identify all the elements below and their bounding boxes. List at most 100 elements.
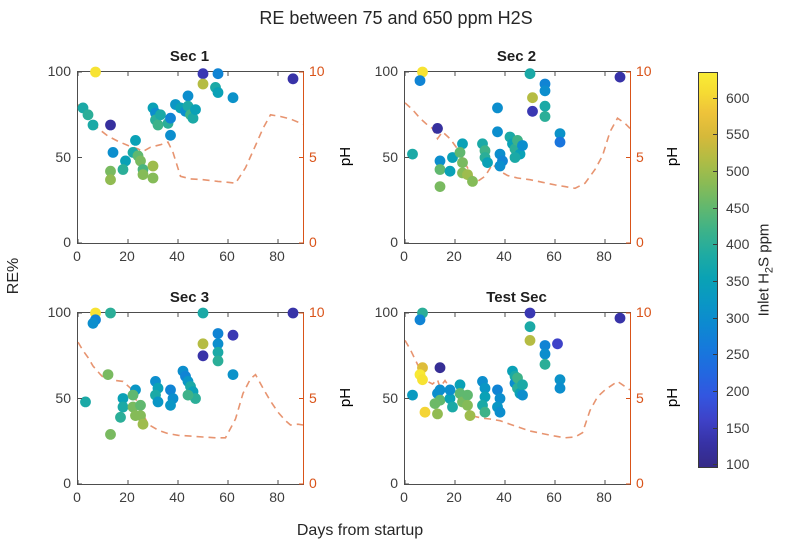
- scatter-point: [105, 174, 116, 186]
- scatter-point: [212, 68, 224, 80]
- scatter-point: [444, 165, 456, 177]
- scatter-point: [227, 329, 239, 341]
- scatter-point: [190, 104, 201, 115]
- scatter-point: [539, 348, 551, 360]
- subplot-title-sec-3: Sec 3: [169, 289, 210, 306]
- scatter-point: [554, 128, 566, 139]
- colorbar-tick-label: 400: [726, 236, 750, 252]
- x-tick-label: 40: [169, 489, 185, 505]
- x-tick-label: 60: [219, 248, 235, 264]
- figure-title: RE between 75 and 650 ppm H2S: [259, 8, 533, 28]
- colorbar: [698, 72, 718, 468]
- scatter-point: [554, 382, 566, 394]
- scatter-point: [147, 160, 159, 172]
- colorbar-tick-mark: [713, 281, 717, 282]
- scatter-point: [105, 307, 116, 319]
- colorbar-gradient: [699, 73, 717, 467]
- scatter-point: [165, 112, 176, 124]
- x-tick-label: 80: [269, 248, 285, 264]
- y-tick-label: 50: [382, 149, 398, 165]
- scatter-point: [479, 382, 491, 394]
- scatter-point: [432, 123, 443, 134]
- scatter-point: [494, 160, 506, 172]
- scatter-point: [414, 314, 426, 326]
- scatter-point: [464, 410, 476, 421]
- colorbar-tick-label: 450: [726, 200, 750, 216]
- scatter-point: [197, 68, 209, 80]
- scatter-point: [527, 92, 538, 104]
- colorbar-tick-label: 300: [726, 310, 750, 326]
- scatter-point: [492, 102, 503, 114]
- x-tick-label: 60: [546, 248, 562, 264]
- scatter-point: [419, 406, 431, 418]
- scatter-point: [135, 399, 146, 411]
- scatter-point: [227, 369, 239, 380]
- scatter-point: [135, 410, 146, 421]
- subplot-sec-3: Sec 3 pH 0 20 40 60 80 0 50 100 0 5 10: [48, 289, 355, 504]
- ph-tick-label: 10: [309, 63, 325, 79]
- x-tick-label: 80: [596, 489, 612, 505]
- y-tick-label: 0: [63, 475, 71, 491]
- scatter-point: [197, 78, 209, 90]
- scatter-point: [82, 109, 94, 121]
- x-tick-label: 40: [496, 489, 512, 505]
- scatter-point: [524, 335, 536, 346]
- scatter-point: [524, 68, 536, 80]
- colorbar-tick-mark: [713, 134, 717, 135]
- y-tick-label: 100: [374, 304, 398, 320]
- x-tick-label: 40: [169, 248, 185, 264]
- scatter-point: [147, 172, 159, 184]
- scatter-point: [492, 384, 503, 396]
- scatter-point: [90, 66, 101, 78]
- scatter-point: [614, 71, 626, 83]
- scatter-point: [130, 135, 141, 146]
- scatter-point: [102, 369, 114, 380]
- scatter-point: [135, 155, 146, 167]
- colorbar-tick-mark: [713, 428, 717, 429]
- scatter-point: [539, 358, 551, 370]
- scatter-point: [554, 374, 566, 386]
- scatter-point: [80, 396, 91, 408]
- ph-tick-label: 10: [636, 304, 652, 320]
- scatter-point: [444, 393, 456, 404]
- ph-axis-label-text: pH: [664, 146, 682, 167]
- scatter-point: [539, 100, 551, 112]
- scatter-point: [105, 119, 116, 131]
- scatter-point: [212, 328, 224, 339]
- colorbar-tick-label: 200: [726, 383, 750, 399]
- scatter-point: [479, 391, 491, 403]
- scatter-point: [197, 307, 209, 319]
- ph-tick-label: 0: [636, 234, 644, 250]
- scatter-point: [554, 136, 566, 148]
- x-tick-label: 80: [596, 248, 612, 264]
- scatter-point: [517, 379, 528, 391]
- scatter-point: [407, 389, 418, 401]
- ph-tick-label: 10: [309, 304, 325, 320]
- colorbar-tick-label: 100: [726, 456, 750, 472]
- colorbar-tick-mark: [713, 244, 717, 245]
- subplot-sec-2: Sec 2 pH 0 20 40 60 80 0 50 100 0 5 10: [375, 48, 682, 263]
- scatter-point: [539, 340, 551, 351]
- scatter-point: [492, 126, 503, 138]
- scatter-point: [524, 321, 536, 333]
- subplot-test-sec: Test Sec pH 0 20 40 60 80 0 50 100 0 5 10: [375, 289, 682, 504]
- scatter-point: [117, 393, 129, 404]
- scatter-point: [482, 157, 493, 168]
- scatter-point: [447, 401, 458, 413]
- colorbar-tick-label: 150: [726, 420, 750, 436]
- x-tick-label: 0: [400, 489, 408, 505]
- scatter-point: [539, 85, 551, 97]
- scatter-point: [457, 138, 468, 150]
- ph-tick-label: 0: [309, 475, 317, 491]
- scatter-point: [287, 73, 299, 85]
- scatter-point: [434, 362, 446, 374]
- scatter-point: [517, 389, 528, 401]
- x-tick-label: 0: [400, 248, 408, 264]
- colorbar-tick-label: 600: [726, 90, 750, 106]
- scatter-point: [417, 66, 428, 78]
- scatter-point: [105, 429, 116, 440]
- subplot-title-sec-2: Sec 2: [496, 48, 537, 65]
- plot-area-sec-3: [77, 307, 304, 485]
- scatter-point: [187, 112, 199, 124]
